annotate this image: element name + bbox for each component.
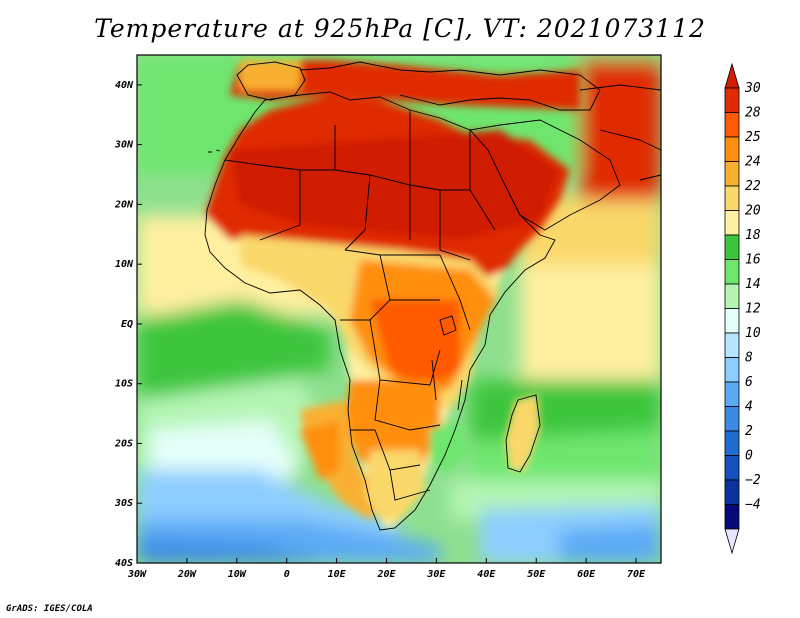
plot-frame [136, 54, 662, 564]
lon-tick-label: 10W [228, 569, 247, 580]
lat-tick-label: 40N [115, 80, 134, 91]
colorbar-label: 25 [745, 130, 761, 145]
lon-tick-label: 30E [426, 569, 446, 580]
colorbar-label: 14 [745, 277, 761, 292]
lon-tick-label: 10E [328, 569, 347, 580]
colorbar-swatch [724, 185, 740, 211]
colorbar-swatch [724, 357, 740, 383]
coastlines [204, 61, 661, 531]
lat-tick-label: 10S [115, 379, 133, 390]
lat-tick-label: 20S [114, 438, 133, 449]
colorbar-swatch [724, 210, 740, 236]
lon-tick-label: 0 [284, 569, 290, 580]
colorbar-swatch [724, 332, 740, 358]
lon-tick-label: 30W [127, 569, 147, 580]
lon-tick-label: 20E [376, 569, 396, 580]
colorbar-swatch [724, 406, 740, 432]
colorbar-top-arrow [724, 62, 740, 89]
colorbar-label: 12 [745, 302, 761, 317]
colorbar-swatch [724, 381, 740, 407]
temperature-field [137, 55, 661, 563]
colorbar-label: 22 [745, 179, 761, 194]
lat-tick-label: 30N [114, 140, 134, 151]
colorbar-label: 4 [745, 400, 753, 415]
colorbar-swatch [724, 308, 740, 334]
colorbar-label: 30 [744, 81, 761, 96]
colorbar-label: 0 [745, 449, 753, 464]
latitude-axis: 40N 30N 20N 10N EQ 10S 20S 30S 40S [114, 80, 142, 569]
lat-tick-label: 40S [115, 558, 133, 569]
colorbar-label: −4 [745, 498, 761, 513]
colorbar-swatch [724, 161, 740, 187]
colorbar-label: 20 [745, 204, 761, 219]
colorbar-swatch [724, 234, 740, 260]
colorbar-label: 6 [745, 375, 753, 390]
lat-tick-label: 20N [114, 199, 134, 210]
colorbar-swatch [724, 479, 740, 505]
lon-tick-label: 40E [477, 569, 496, 580]
lat-tick-label: 30S [114, 498, 133, 509]
colorbar-bottom-arrow [724, 528, 740, 555]
colorbar-label: 28 [745, 106, 761, 121]
lon-tick-label: 60E [577, 569, 596, 580]
colorbar-swatch [724, 259, 740, 285]
colorbar-swatch [724, 283, 740, 309]
colorbar-swatch [724, 87, 740, 113]
lon-tick-label: 20W [177, 569, 197, 580]
colorbar-label: 16 [745, 253, 761, 268]
colorbar-label: 8 [745, 351, 753, 366]
longitude-axis: 30W 20W 10W 0 10E 20E 30E 40E 50E 60E 70E [127, 558, 646, 580]
colorbar-swatch [724, 112, 740, 138]
lon-tick-label: 70E [627, 569, 646, 580]
lat-tick-label: 10N [115, 259, 134, 270]
colorbar-swatch [724, 455, 740, 481]
colorbar-label: 24 [745, 155, 761, 170]
colorbar-label: 2 [745, 424, 753, 439]
colorbar-swatch [724, 504, 740, 530]
colorbar-swatch [724, 136, 740, 162]
colorbar-label: 18 [745, 228, 761, 243]
lon-tick-label: 50E [527, 569, 546, 580]
colorbar-label: 10 [745, 326, 761, 341]
credit-text: GrADS: IGES/COLA [6, 604, 93, 614]
map-title: Temperature at 925hPa [C], VT: 202107311… [94, 14, 706, 43]
colorbar-label: −2 [745, 473, 761, 488]
lat-tick-label: EQ [121, 319, 133, 330]
colorbar-swatch [724, 430, 740, 456]
